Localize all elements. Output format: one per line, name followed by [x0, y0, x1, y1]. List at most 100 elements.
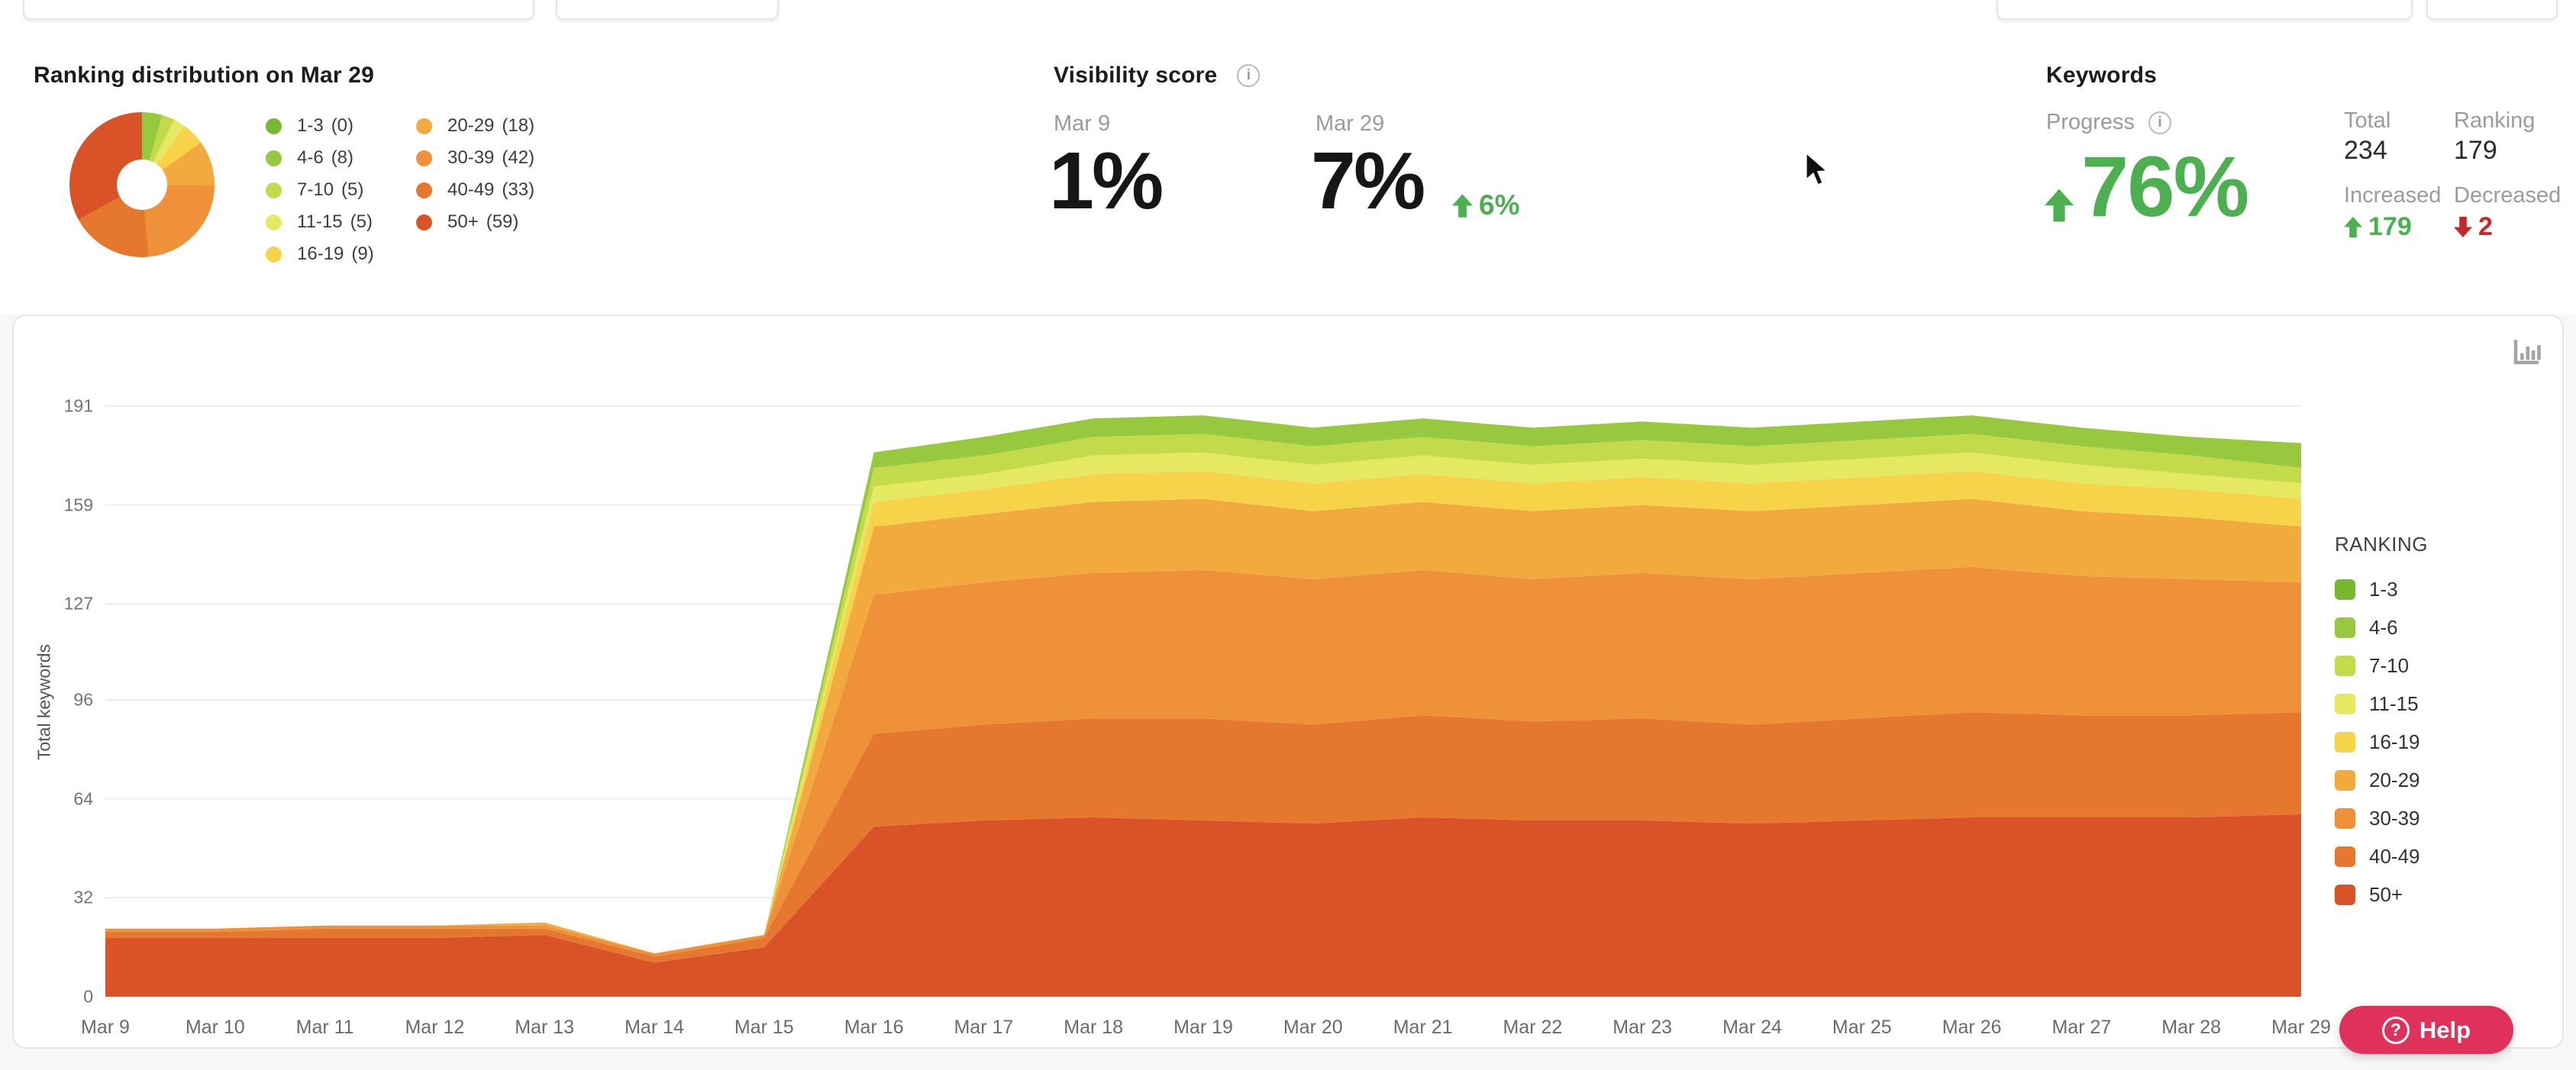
progress-value: 76% [2081, 139, 2249, 234]
progress-info-icon[interactable]: i [2148, 111, 2172, 134]
help-button[interactable]: ? Help [2339, 1006, 2513, 1054]
legend-swatch-icon [2335, 617, 2355, 638]
x-tick-label: Mar 23 [1612, 1017, 1673, 1038]
progress-label: Progress [2046, 110, 2135, 134]
legend-label: 50+ [447, 211, 479, 232]
help-button-label: Help [2419, 1016, 2471, 1043]
legend-dot-icon [416, 182, 432, 198]
visibility-change: 6% [1452, 191, 1519, 219]
legend-label: 11-15 [297, 211, 343, 232]
distribution-legend-item[interactable]: 20-29 (18) [416, 110, 534, 142]
total-label: Total [2344, 108, 2391, 133]
legend-label: 4-6 [297, 147, 324, 168]
legend-count: (5) [341, 179, 364, 200]
ranking-distribution-title: Ranking distribution on Mar 29 [34, 63, 375, 88]
legend-label: 1-3 [297, 115, 324, 136]
arrow-up-icon [2045, 189, 2074, 221]
area-series-50+ [105, 814, 2301, 997]
decreased-value: 2 [2478, 212, 2493, 241]
legend-swatch-icon [2335, 846, 2355, 867]
keywords-progress: 76% [2045, 139, 2249, 234]
legend-label: 40-49 [447, 179, 495, 200]
arrow-up-icon [2344, 217, 2362, 237]
distribution-legend-item[interactable]: 11-15 (5) [266, 206, 374, 238]
legend-label: 16-19 [2369, 730, 2420, 753]
decreased-label: Decreased [2454, 183, 2561, 208]
distribution-legend-item[interactable]: 40-49 (33) [416, 174, 534, 206]
ranking-distribution-donut-chart[interactable] [69, 112, 215, 257]
chart-type-icon[interactable] [2510, 336, 2542, 368]
legend-count: (5) [350, 211, 373, 232]
visibility-date-2: Mar 29 [1315, 111, 1385, 136]
legend-dot-icon [266, 246, 282, 263]
keywords-title: Keywords [2046, 63, 2157, 88]
legend-dot-icon [266, 150, 282, 166]
legend-swatch-icon [2335, 693, 2355, 714]
chart-legend-item[interactable]: 16-19 [2335, 723, 2428, 761]
chart-legend-item[interactable]: 40-49 [2335, 837, 2428, 875]
toolbar-control-stub-3[interactable] [1997, 0, 2413, 20]
increased-value: 179 [2368, 212, 2412, 241]
x-tick-label: Mar 14 [625, 1017, 684, 1038]
legend-swatch-icon [2335, 579, 2355, 600]
chart-legend-item[interactable]: 30-39 [2335, 799, 2428, 837]
chart-legend-item[interactable]: 11-15 [2335, 685, 2428, 723]
legend-label: 30-39 [2369, 806, 2420, 830]
legend-count: (33) [502, 179, 535, 200]
stacked-area-chart[interactable] [105, 394, 2301, 997]
legend-swatch-icon [2335, 884, 2355, 905]
x-axis-ticks: Mar 9 Mar 10 Mar 11 Mar 12 Mar 13 Mar 14 Mar 1… [81, 1017, 2331, 1044]
y-tick-label: 127 [63, 593, 93, 614]
legend-swatch-icon [2335, 655, 2355, 676]
visibility-date-1: Mar 9 [1054, 111, 1111, 136]
distribution-legend-item[interactable]: 4-6 (8) [266, 142, 374, 174]
arrow-up-icon [1452, 194, 1473, 218]
x-tick-label: Mar 19 [1173, 1017, 1233, 1038]
toolbar-control-stub-1[interactable] [23, 0, 534, 20]
legend-label: 30-39 [447, 147, 495, 168]
x-tick-label: Mar 26 [1942, 1017, 2002, 1038]
distribution-legend-item[interactable]: 50+ (59) [416, 206, 534, 238]
area-series-40-49 [105, 712, 2301, 963]
arrow-down-icon [2454, 217, 2472, 237]
legend-swatch-icon [2335, 731, 2355, 753]
chart-legend-item[interactable]: 7-10 [2335, 646, 2428, 685]
visibility-value-1: 1% [1049, 136, 1164, 226]
distribution-legend-item[interactable]: 7-10 (5) [266, 174, 374, 206]
chart-legend-item[interactable]: 1-3 [2335, 570, 2428, 608]
legend-label: 7-10 [297, 179, 334, 200]
distribution-legend-item[interactable]: 1-3 (0) [266, 110, 374, 142]
legend-dot-icon [416, 118, 432, 134]
legend-label: 11-15 [2369, 691, 2419, 715]
legend-dot-icon [266, 182, 282, 198]
legend-count: (8) [331, 147, 354, 168]
ranking-value: 179 [2454, 136, 2497, 165]
legend-dot-icon [266, 214, 282, 230]
y-tick-label: 0 [83, 986, 93, 1007]
chart-legend-item[interactable]: 4-6 [2335, 608, 2428, 646]
legend-swatch-icon [2335, 769, 2355, 791]
visibility-info-icon[interactable]: i [1237, 64, 1261, 87]
toolbar-control-stub-2[interactable] [556, 0, 779, 20]
legend-dot-icon [416, 214, 432, 230]
visibility-score-title: Visibility score [1054, 63, 1218, 88]
legend-swatch-icon [2335, 807, 2355, 829]
y-tick-label: 96 [73, 689, 93, 710]
chart-legend-item[interactable]: 20-29 [2335, 761, 2428, 799]
y-tick-label: 64 [73, 788, 93, 809]
legend-count: (59) [486, 211, 519, 232]
x-tick-label: Mar 9 [81, 1017, 130, 1038]
legend-dot-icon [416, 150, 432, 166]
x-tick-label: Mar 15 [734, 1017, 794, 1038]
x-tick-label: Mar 24 [1722, 1017, 1782, 1038]
distribution-legend-column-1: 1-3 (0) 4-6 (8) 7-10 (5) 11-15 (5) 16-19 (9) [266, 110, 374, 270]
toolbar-control-stub-4[interactable] [2426, 0, 2558, 20]
increased-label: Increased [2344, 183, 2442, 208]
distribution-legend-item[interactable]: 16-19 (9) [266, 238, 374, 270]
legend-count: (18) [502, 115, 535, 136]
legend-label: 16-19 [297, 243, 344, 264]
legend-count: (0) [331, 115, 354, 136]
distribution-legend-item[interactable]: 30-39 (42) [416, 142, 534, 174]
chart-legend-item[interactable]: 50+ [2335, 875, 2428, 914]
legend-dot-icon [266, 118, 282, 134]
